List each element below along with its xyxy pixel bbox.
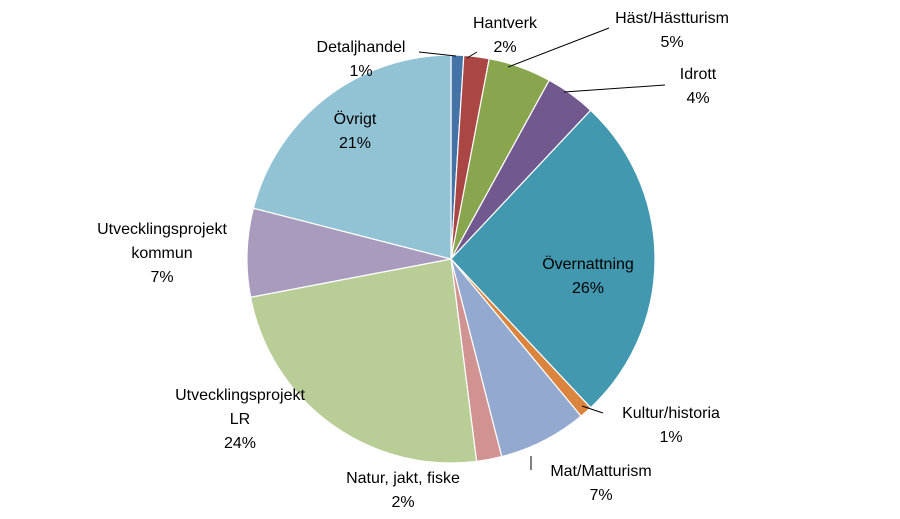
data-label-category: LR: [230, 411, 250, 428]
leader-lines: [418, 27, 666, 470]
leader-line: [466, 51, 478, 59]
data-label: Utvecklingsprojekt LR 24%: [175, 387, 305, 452]
data-label-percent: 24%: [224, 435, 256, 452]
data-label-percent: 4%: [686, 90, 709, 107]
data-label-percent: 1%: [349, 63, 372, 80]
data-label-category: Utvecklingsprojekt: [175, 387, 305, 404]
data-label: Detaljhandel 1%: [317, 39, 406, 80]
leader-line: [507, 27, 610, 68]
data-label-category: kommun: [131, 245, 192, 262]
data-label: Utvecklingsprojekt kommun 7%: [97, 221, 227, 286]
data-label-percent: 21%: [339, 135, 371, 152]
data-label-category: Mat/Matturism: [550, 463, 651, 480]
data-label-category: Kultur/historia: [622, 405, 720, 422]
leader-line: [563, 84, 666, 93]
data-label: Hantverk 2%: [473, 15, 538, 56]
data-label-category: Natur, jakt, fiske: [346, 470, 460, 487]
data-label-category: Häst/Hästturism: [615, 10, 729, 27]
data-label-category: Övrigt: [334, 110, 377, 128]
data-label: Idrott 4%: [680, 66, 717, 107]
data-label-category: Hantverk: [473, 15, 538, 32]
data-label-category: Detaljhandel: [317, 39, 406, 56]
data-label-percent: 26%: [572, 280, 604, 297]
data-label: Övrigt 21%: [334, 110, 377, 152]
data-label: Kultur/historia 1%: [622, 405, 720, 446]
data-label-percent: 1%: [659, 429, 682, 446]
data-labels: Detaljhandel 1% Hantverk 2% Häst/Hästturism 5…: [97, 10, 729, 511]
data-label-category: Idrott: [680, 66, 717, 83]
leader-line: [418, 51, 457, 57]
data-label-category: Utvecklingsprojekt: [97, 221, 227, 238]
data-label: Mat/Matturism 7%: [550, 463, 651, 504]
pie-slices: [246, 54, 656, 464]
data-label-category: Övernattning: [542, 255, 634, 273]
pie-slice: [252, 54, 452, 260]
data-label-percent: 7%: [589, 487, 612, 504]
data-label-percent: 2%: [391, 494, 414, 511]
leader-line: [581, 405, 604, 414]
data-label-percent: 7%: [150, 269, 173, 286]
data-label-percent: 5%: [660, 34, 683, 51]
data-label: Övernattning 26%: [542, 255, 634, 297]
pie-slice: [450, 109, 656, 409]
data-label: Natur, jakt, fiske 2%: [346, 470, 460, 511]
pie-slice: [249, 258, 478, 464]
data-label: Häst/Hästturism 5%: [615, 10, 729, 51]
data-label-percent: 2%: [493, 39, 516, 56]
